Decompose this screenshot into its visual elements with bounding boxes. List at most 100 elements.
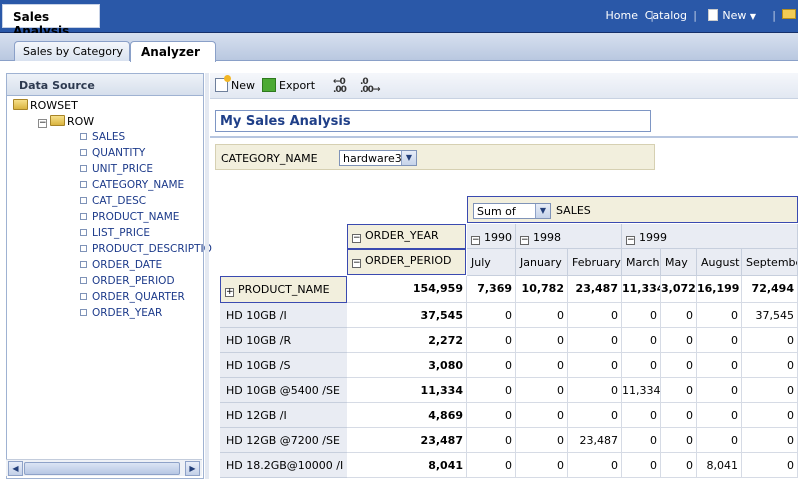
year-header[interactable]: −1990 [467, 224, 516, 249]
data-source-panel: Data Source ROWSET − ROW SALES QUANTITY U… [6, 73, 212, 479]
period-header[interactable]: August [697, 249, 742, 276]
field-quantity[interactable]: QUANTITY [80, 147, 145, 159]
expand-icon[interactable]: + [225, 287, 234, 297]
tab-sales-by-category[interactable]: Sales by Category [14, 41, 130, 61]
table-cell: 0 [568, 303, 622, 328]
open-folder-icon[interactable] [782, 9, 796, 22]
field-category-name[interactable]: CATEGORY_NAME [80, 179, 184, 191]
new-menu[interactable]: New ▼ [708, 9, 756, 22]
table-cell: 0 [622, 403, 661, 428]
panel-splitter[interactable] [205, 73, 209, 479]
collapse-icon[interactable]: − [626, 235, 635, 245]
table-cell: 0 [516, 378, 568, 403]
tree-node-rowset[interactable]: ROWSET [13, 99, 78, 112]
new-icon [215, 75, 231, 92]
table-cell: 0 [467, 428, 516, 453]
field-order-date[interactable]: ORDER_DATE [80, 259, 162, 271]
catalog-link[interactable]: Catalog [644, 9, 687, 22]
horizontal-scrollbar[interactable]: ◀ ▶ [6, 459, 202, 476]
collapse-icon[interactable]: − [520, 235, 529, 245]
column-dim-order-period[interactable]: − ORDER_PERIOD [347, 249, 466, 275]
category-filter-select[interactable]: hardware3 ▼ [339, 150, 417, 166]
field-product-description[interactable]: PRODUCT_DESCRIPTIO [80, 243, 212, 255]
decrease-decimal-icon[interactable]: ←0.00 [333, 77, 347, 95]
table-cell: 0 [697, 428, 742, 453]
field-order-period[interactable]: ORDER_PERIOD [80, 275, 175, 287]
table-cell: 0 [622, 353, 661, 378]
field-unit-price[interactable]: UNIT_PRICE [80, 163, 153, 175]
row-total: 23,487 [347, 428, 467, 453]
separator: | [693, 9, 697, 22]
table-cell: 0 [622, 303, 661, 328]
table-cell: 0 [516, 353, 568, 378]
aggregate-value: Sum of [477, 205, 516, 218]
measure-bar: Sum of ▼ SALES [467, 196, 798, 223]
scroll-thumb[interactable] [24, 462, 180, 475]
field-list-price[interactable]: LIST_PRICE [80, 227, 150, 239]
table-cell: 0 [697, 353, 742, 378]
row-total: 11,334 [347, 378, 467, 403]
folder-open-icon [13, 99, 28, 110]
table-cell: 0 [661, 453, 697, 478]
table-cell: 0 [661, 428, 697, 453]
table-cell: 0 [568, 403, 622, 428]
row-header[interactable]: HD 10GB /I [220, 303, 347, 328]
export-button[interactable]: Export [262, 78, 315, 92]
year-header[interactable]: −1998 [516, 224, 622, 249]
table-cell: 0 [742, 378, 798, 403]
field-order-quarter[interactable]: ORDER_QUARTER [80, 291, 185, 303]
column-total: 23,487 [568, 276, 622, 303]
period-header[interactable]: January [516, 249, 568, 276]
field-label: PRODUCT_DESCRIPTIO [92, 243, 212, 255]
row-dim-product-name[interactable]: + PRODUCT_NAME [220, 276, 347, 303]
home-link[interactable]: Home [605, 9, 638, 22]
row-header[interactable]: HD 10GB /S [220, 353, 347, 378]
tree-node-row[interactable]: − ROW [38, 115, 94, 128]
new-button[interactable]: New [215, 75, 255, 92]
row-header[interactable]: HD 18.2GB@10000 /I [220, 453, 347, 478]
period-header[interactable]: May [661, 249, 697, 276]
field-label: QUANTITY [92, 147, 146, 159]
field-icon [80, 293, 87, 300]
row-header[interactable]: HD 10GB @5400 /SE [220, 378, 347, 403]
field-sales[interactable]: SALES [80, 131, 125, 143]
aggregate-select[interactable]: Sum of ▼ [473, 203, 551, 219]
field-cat-desc[interactable]: CAT_DESC [80, 195, 146, 207]
field-product-name[interactable]: PRODUCT_NAME [80, 211, 179, 223]
measure-label: SALES [556, 204, 591, 217]
field-order-year[interactable]: ORDER_YEAR [80, 307, 162, 319]
tab-analyzer[interactable]: Analyzer [130, 41, 216, 62]
table-cell: 0 [742, 328, 798, 353]
row-header[interactable]: HD 12GB /I [220, 403, 347, 428]
row-header[interactable]: HD 12GB @7200 /SE [220, 428, 347, 453]
period-header[interactable]: February [568, 249, 622, 276]
table-cell: 0 [467, 303, 516, 328]
collapse-icon[interactable]: − [471, 235, 480, 245]
field-label: SALES [92, 131, 126, 143]
chevron-down-icon: ▼ [535, 204, 550, 218]
period-header[interactable]: March [622, 249, 661, 276]
scroll-left-icon[interactable]: ◀ [8, 461, 23, 476]
table-cell: 0 [467, 378, 516, 403]
row-header[interactable]: HD 10GB /R [220, 328, 347, 353]
increase-decimal-icon[interactable]: .0.00→ [360, 77, 381, 95]
report-title[interactable]: My Sales Analysis [215, 110, 651, 132]
table-cell: 0 [622, 428, 661, 453]
table-cell: 0 [467, 353, 516, 378]
collapse-icon[interactable]: − [38, 118, 47, 128]
period-header[interactable]: September [742, 249, 798, 276]
table-cell: 0 [661, 403, 697, 428]
column-dim-order-year[interactable]: − ORDER_YEAR [347, 224, 466, 249]
year-header[interactable]: −1999 [622, 224, 798, 249]
table-cell: 0 [661, 328, 697, 353]
dim-label: PRODUCT_NAME [238, 283, 330, 296]
export-button-label: Export [279, 79, 316, 92]
separator: | [650, 9, 654, 22]
scroll-right-icon[interactable]: ▶ [185, 461, 200, 476]
collapse-icon[interactable]: − [352, 233, 361, 243]
collapse-icon[interactable]: − [352, 258, 361, 268]
field-icon [80, 165, 87, 172]
table-cell: 0 [697, 303, 742, 328]
period-header[interactable]: July [467, 249, 516, 276]
field-icon [80, 213, 87, 220]
